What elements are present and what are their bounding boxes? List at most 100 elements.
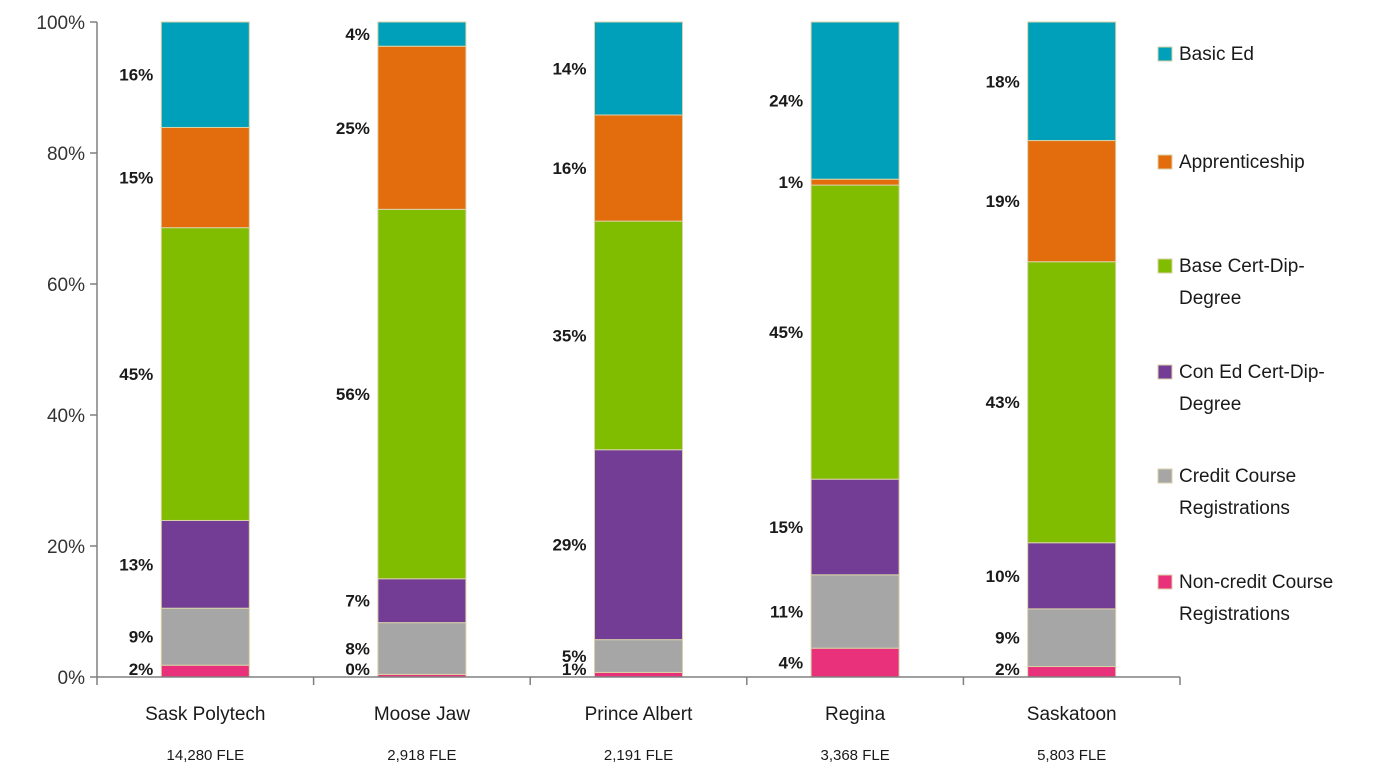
- bar-segment: [377, 578, 467, 624]
- bar-segment: [1027, 608, 1117, 668]
- data-label: 13%: [119, 555, 153, 574]
- data-label: 16%: [552, 159, 586, 178]
- legend-label: Degree: [1179, 394, 1241, 415]
- legend: Basic Ed Apprenticeship Base Cert-Dip- Degr…: [1157, 44, 1333, 625]
- data-label: 1%: [562, 660, 587, 679]
- bar-segment: [810, 478, 900, 576]
- y-tick-label: 100%: [36, 13, 85, 34]
- data-label: 2%: [995, 660, 1020, 679]
- bar-segment: [810, 184, 900, 480]
- bar-segment: [377, 45, 467, 210]
- bar-segment: [160, 519, 250, 609]
- legend-swatch: [1157, 574, 1173, 590]
- data-label: 25%: [336, 119, 370, 138]
- legend-label: Con Ed Cert-Dip-: [1179, 362, 1325, 383]
- data-label: 1%: [779, 173, 804, 192]
- bar-segment: [594, 449, 683, 641]
- bar-segment: [810, 178, 900, 186]
- x-sublabel: 3,368 FLE: [820, 747, 889, 764]
- bar-segment: [810, 574, 900, 649]
- data-label: 14%: [552, 60, 586, 79]
- legend-swatch: [1157, 468, 1173, 484]
- legend-label: Base Cert-Dip-: [1179, 256, 1305, 277]
- x-sublabel: 5,803 FLE: [1037, 747, 1106, 764]
- bar-segment: [377, 21, 467, 47]
- legend-label: Basic Ed: [1179, 44, 1254, 65]
- data-label: 7%: [345, 592, 370, 611]
- legend-label: Registrations: [1179, 498, 1290, 519]
- legend-label: Non-credit Course: [1179, 572, 1333, 593]
- axes-layer: 0% 20% 40% 60% 80% 100% Sask Polytech 14,280 FL…: [36, 13, 1181, 764]
- legend-swatch: [1157, 364, 1173, 380]
- bar-segment: [810, 21, 900, 180]
- x-tick-label: Moose Jaw: [374, 704, 470, 725]
- data-label: 45%: [769, 323, 803, 342]
- data-label: 16%: [119, 66, 153, 85]
- legend-swatch: [1157, 154, 1173, 170]
- bar-segment: [160, 21, 250, 128]
- bar-segment: [160, 664, 250, 678]
- data-label: 8%: [345, 640, 370, 659]
- bar-segment: [160, 126, 250, 229]
- bar-segment: [377, 208, 467, 580]
- data-label: 19%: [986, 192, 1020, 211]
- data-label: 9%: [995, 629, 1020, 648]
- data-label: 2%: [129, 660, 154, 679]
- data-label: 43%: [986, 393, 1020, 412]
- data-label: 18%: [986, 72, 1020, 91]
- legend-label: Credit Course: [1179, 466, 1296, 487]
- bar-segment: [810, 647, 900, 678]
- bar-segment: [1027, 542, 1117, 610]
- legend-label: Registrations: [1179, 604, 1290, 625]
- data-label: 4%: [779, 654, 804, 673]
- data-label: 4%: [345, 25, 370, 44]
- legend-item: Apprenticeship: [1157, 152, 1305, 173]
- bar-segment: [160, 227, 250, 521]
- x-tick-label: Saskatoon: [1027, 704, 1117, 725]
- bar-segment: [1027, 666, 1117, 678]
- legend-swatch: [1157, 46, 1173, 62]
- data-label: 10%: [986, 567, 1020, 586]
- data-label: 29%: [552, 536, 586, 555]
- y-tick-label: 40%: [47, 406, 85, 427]
- x-tick-label: Sask Polytech: [145, 704, 265, 725]
- x-sublabel: 2,918 FLE: [387, 747, 456, 764]
- data-labels-layer: 2%9%13%45%15%16%0%8%7%56%25%4%1%5%29%35%…: [119, 25, 1019, 679]
- data-label: 56%: [336, 385, 370, 404]
- bar-segment: [594, 114, 683, 222]
- legend-item: Credit Course Registrations: [1157, 466, 1296, 519]
- legend-item: Base Cert-Dip- Degree: [1157, 256, 1305, 309]
- data-label: 35%: [552, 326, 586, 345]
- y-tick-label: 0%: [58, 668, 86, 689]
- legend-item: Con Ed Cert-Dip- Degree: [1157, 362, 1325, 415]
- bar-segment: [1027, 261, 1117, 544]
- bar-segment: [594, 639, 683, 673]
- data-label: 15%: [769, 518, 803, 537]
- data-label: 9%: [129, 628, 154, 647]
- bar-segment: [1027, 21, 1117, 142]
- data-label: 45%: [119, 365, 153, 384]
- bars-layer: [160, 21, 1117, 678]
- legend-label: Apprenticeship: [1179, 152, 1305, 173]
- bar-segment: [1027, 140, 1117, 263]
- legend-item: Basic Ed: [1157, 44, 1254, 65]
- x-sublabel: 14,280 FLE: [167, 747, 245, 764]
- bar-segment: [377, 622, 467, 675]
- data-label: 0%: [345, 660, 370, 679]
- bar-segment: [160, 607, 250, 666]
- bar-segment: [594, 21, 683, 116]
- x-tick-label: Prince Albert: [585, 704, 693, 725]
- legend-label: Degree: [1179, 288, 1241, 309]
- x-sublabel: 2,191 FLE: [604, 747, 673, 764]
- data-label: 24%: [769, 92, 803, 111]
- y-tick-label: 60%: [47, 275, 85, 296]
- legend-swatch: [1157, 258, 1173, 274]
- y-tick-label: 20%: [47, 537, 85, 558]
- legend-item: Non-credit Course Registrations: [1157, 572, 1333, 625]
- bar-segment: [594, 220, 683, 451]
- y-tick-label: 80%: [47, 144, 85, 165]
- data-label: 5%: [562, 647, 587, 666]
- data-label: 11%: [770, 603, 803, 622]
- data-label: 15%: [119, 169, 153, 188]
